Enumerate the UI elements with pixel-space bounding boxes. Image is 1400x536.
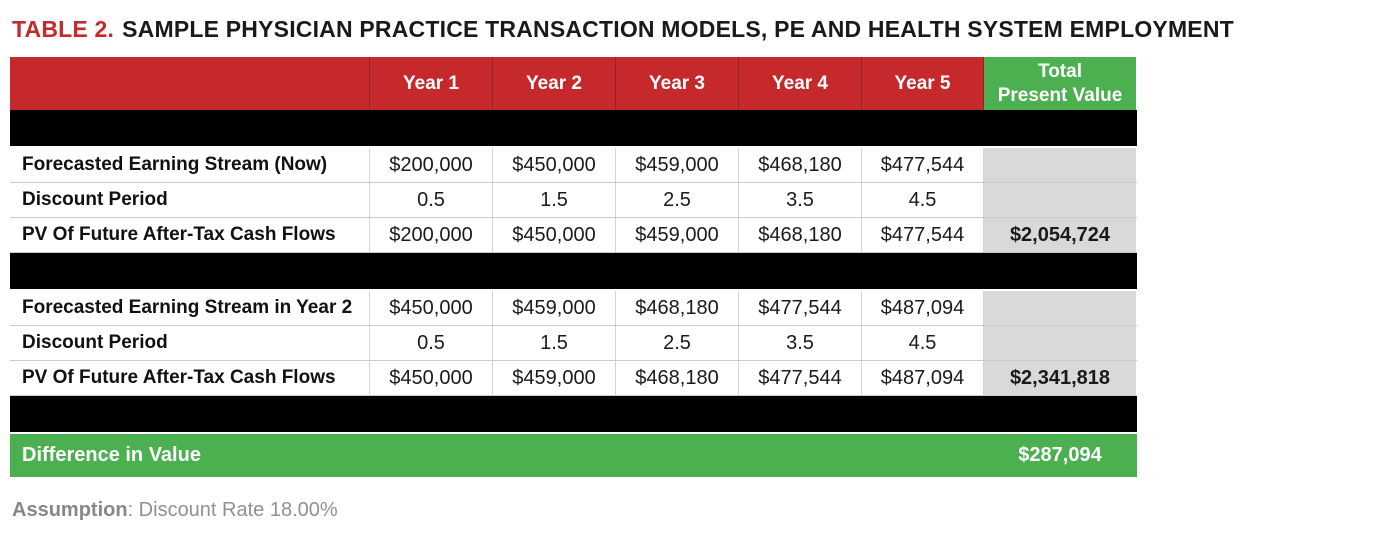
- table-row: PV Of Future After-Tax Cash Flows $450,0…: [10, 361, 1137, 396]
- header-total-cell: Total Present Value: [984, 57, 1136, 110]
- table-row: Discount Period 0.5 1.5 2.5 3.5 4.5: [10, 183, 1137, 218]
- difference-value: $287,094: [1018, 444, 1102, 466]
- assumption-text: : Discount Rate 18.00%: [127, 499, 338, 521]
- row-label: Forecasted Earning Stream in Year 2: [10, 291, 370, 325]
- table-figure: TABLE 2. SAMPLE PHYSICIAN PRACTICE TRANSA…: [0, 16, 1400, 536]
- section-divider-bar: [10, 253, 1137, 289]
- row-label: Discount Period: [10, 183, 370, 217]
- row-label: Forecasted Earning Stream (Now): [10, 148, 370, 182]
- value-cell: $200,000: [370, 148, 493, 182]
- value-cell: $468,180: [616, 361, 739, 395]
- value-cell: $459,000: [493, 291, 616, 325]
- row-label: PV Of Future After-Tax Cash Flows: [10, 361, 370, 395]
- value-cell: 3.5: [739, 183, 862, 217]
- header-year-4: Year 4: [739, 57, 862, 110]
- header-empty-cell: [10, 57, 370, 110]
- assumption-note: Assumption: Discount Rate 18.00%: [12, 499, 1400, 522]
- total-cell: [984, 291, 1136, 325]
- header-year-2: Year 2: [493, 57, 616, 110]
- table-number-label: TABLE 2.: [12, 16, 115, 42]
- table-row: Discount Period 0.5 1.5 2.5 3.5 4.5: [10, 326, 1137, 361]
- value-cell: $200,000: [370, 218, 493, 252]
- value-cell: 2.5: [616, 326, 739, 360]
- value-cell: $487,094: [862, 291, 984, 325]
- section-divider-bar: [10, 396, 1137, 432]
- value-cell: 2.5: [616, 183, 739, 217]
- value-cell: $477,544: [739, 361, 862, 395]
- value-cell: 3.5: [739, 326, 862, 360]
- value-cell: $468,180: [616, 291, 739, 325]
- total-cell: $2,341,818: [984, 361, 1136, 395]
- total-cell: [984, 148, 1136, 182]
- header-total-line1: Total: [1038, 60, 1082, 82]
- table-title-text: SAMPLE PHYSICIAN PRACTICE TRANSACTION MO…: [122, 16, 1234, 42]
- row-label: PV Of Future After-Tax Cash Flows: [10, 218, 370, 252]
- value-cell: $450,000: [370, 361, 493, 395]
- value-cell: $468,180: [739, 148, 862, 182]
- difference-row: Difference in Value $287,094: [10, 434, 1137, 477]
- value-cell: $487,094: [862, 361, 984, 395]
- section-divider-bar: [10, 110, 1137, 146]
- header-year-3: Year 3: [616, 57, 739, 110]
- table-row: Forecasted Earning Stream in Year 2 $450…: [10, 291, 1137, 326]
- assumption-label: Assumption: [12, 499, 128, 521]
- value-cell: $450,000: [493, 148, 616, 182]
- value-cell: 0.5: [370, 326, 493, 360]
- value-cell: 1.5: [493, 183, 616, 217]
- value-cell: $459,000: [616, 218, 739, 252]
- total-cell: [984, 326, 1136, 360]
- value-cell: $468,180: [739, 218, 862, 252]
- value-cell: $477,544: [862, 218, 984, 252]
- row-label: Discount Period: [10, 326, 370, 360]
- value-cell: $450,000: [370, 291, 493, 325]
- value-cell: $477,544: [862, 148, 984, 182]
- header-year-1: Year 1: [370, 57, 493, 110]
- value-cell: $459,000: [616, 148, 739, 182]
- value-cell: $450,000: [493, 218, 616, 252]
- header-total-line2: Present Value: [997, 84, 1123, 106]
- table-row: Forecasted Earning Stream (Now) $200,000…: [10, 148, 1137, 183]
- value-cell: $459,000: [493, 361, 616, 395]
- table-title: TABLE 2. SAMPLE PHYSICIAN PRACTICE TRANSA…: [12, 16, 1400, 43]
- financial-table: Year 1 Year 2 Year 3 Year 4 Year 5 Total…: [10, 57, 1137, 477]
- total-cell: [984, 183, 1136, 217]
- table-header-row: Year 1 Year 2 Year 3 Year 4 Year 5 Total…: [10, 57, 1137, 110]
- table-row: PV Of Future After-Tax Cash Flows $200,0…: [10, 218, 1137, 253]
- value-cell: $477,544: [739, 291, 862, 325]
- value-cell: 1.5: [493, 326, 616, 360]
- total-cell: $2,054,724: [984, 218, 1136, 252]
- header-year-5: Year 5: [862, 57, 984, 110]
- value-cell: 4.5: [862, 326, 984, 360]
- difference-label: Difference in Value: [22, 444, 201, 466]
- value-cell: 4.5: [862, 183, 984, 217]
- value-cell: 0.5: [370, 183, 493, 217]
